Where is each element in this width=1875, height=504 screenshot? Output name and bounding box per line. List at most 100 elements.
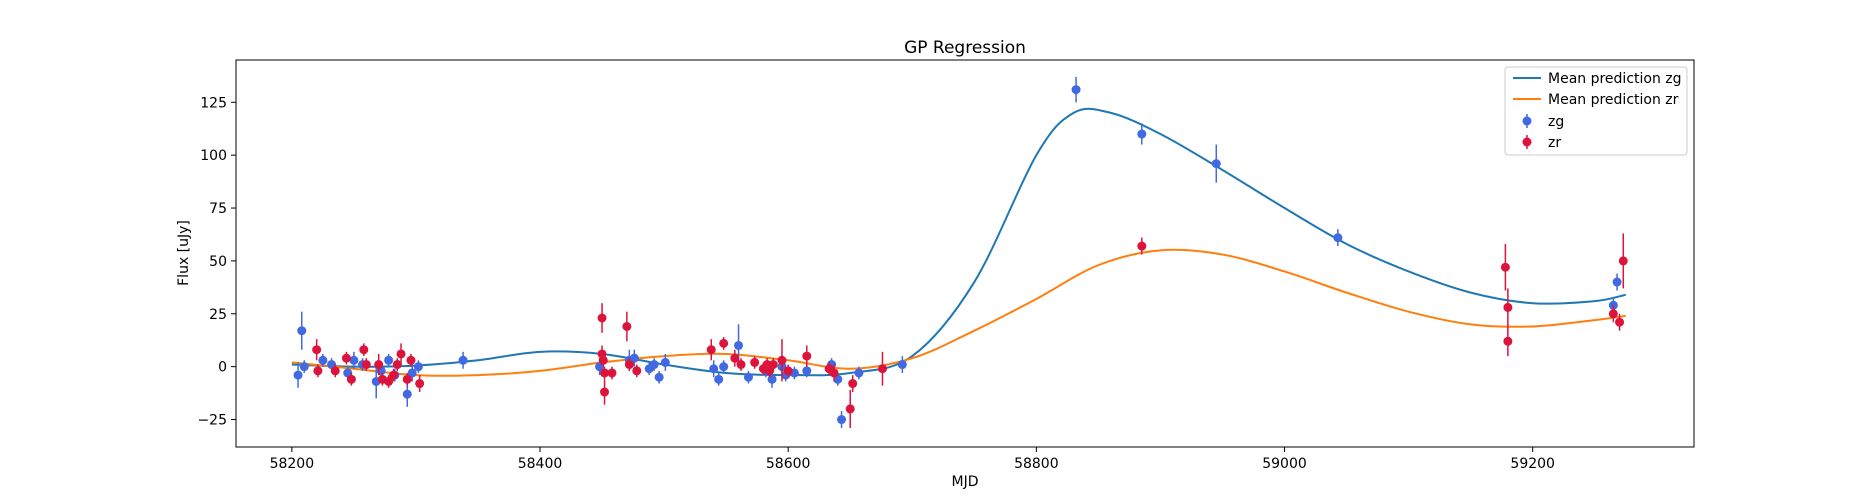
zr-marker (597, 313, 607, 323)
zr-marker (402, 374, 412, 384)
zr-marker (406, 355, 416, 365)
zr-marker (312, 345, 322, 355)
zr-data-point (384, 375, 394, 388)
zg-marker (719, 362, 729, 372)
zg-marker (1612, 277, 1622, 287)
zr-marker (330, 366, 340, 376)
y-tick-label: 0 (218, 360, 227, 376)
zr-data-point (1503, 326, 1513, 357)
zr-data-point (341, 351, 351, 365)
zr-data-point (330, 364, 340, 378)
zg-marker (654, 372, 664, 382)
axes-layer: 58200 58400 58600 58800 59000 59200 −25 0 25 50 75… (197, 95, 1555, 472)
zg-marker (299, 362, 309, 372)
zg-data-point (293, 362, 303, 388)
zg-data-point (384, 353, 394, 367)
zg-marker (837, 415, 847, 425)
zg-marker (1137, 129, 1147, 139)
x-tick-label: 59000 (1262, 456, 1307, 472)
zr-data-point (1137, 237, 1147, 255)
zr-data-point (777, 339, 787, 382)
zg-marker (1071, 85, 1081, 95)
zr-data-point (359, 343, 369, 357)
zr-marker (1137, 241, 1147, 251)
zr-marker (1618, 256, 1628, 266)
zr-data-point (396, 343, 406, 365)
zg-data-point (297, 311, 307, 350)
zg-data-point (349, 351, 359, 369)
zg-marker (709, 364, 719, 374)
zr-data-point (402, 372, 412, 386)
data-layer (291, 76, 1628, 428)
zg-marker (458, 355, 468, 365)
zr-data-point (600, 379, 610, 405)
zr-data-point (361, 358, 371, 371)
x-tick-label: 58400 (518, 456, 563, 472)
zr-marker (1608, 309, 1618, 319)
zr-marker (1500, 262, 1510, 272)
zr-data-point (848, 375, 858, 393)
zr-data-point (829, 364, 839, 382)
zr-marker (1503, 302, 1513, 312)
mean-prediction-zg-line (291, 107, 1626, 377)
zr-marker (1503, 336, 1513, 346)
zg-marker (318, 355, 328, 365)
zr-marker (719, 338, 729, 348)
zr-marker (346, 374, 356, 384)
zg-marker (649, 360, 659, 370)
zg-data-point (649, 358, 659, 371)
zg-data-point (1071, 76, 1081, 103)
x-tick-label: 58600 (766, 456, 811, 472)
x-axis-label: MJD (952, 474, 979, 490)
zr-marker (392, 360, 402, 370)
legend-swatch-zr-marker (1522, 137, 1532, 147)
zg-data-point (1211, 144, 1221, 183)
plot-frame (235, 59, 1695, 448)
zg-data-point (1612, 273, 1622, 291)
zr-marker (750, 357, 760, 367)
y-tick-label: 50 (209, 254, 227, 270)
zr-marker (730, 353, 740, 363)
zr-marker (396, 349, 406, 359)
zr-data-point (392, 358, 402, 371)
legend-label-zg: zg (1548, 114, 1564, 130)
zr-data-point (313, 364, 323, 378)
zr-data-point (1608, 305, 1618, 323)
zr-marker (313, 366, 323, 376)
y-tick-label: 25 (209, 307, 227, 323)
zr-marker (607, 368, 617, 378)
zr-data-point (736, 358, 746, 371)
zr-marker (777, 355, 787, 365)
zr-data-point (600, 366, 610, 380)
zr-data-point (877, 351, 887, 386)
zg-data-point (854, 366, 864, 380)
zr-marker (598, 355, 608, 365)
zr-marker (783, 366, 793, 376)
zr-marker (384, 376, 394, 386)
zg-marker (297, 326, 307, 336)
zr-data-point (1500, 243, 1510, 291)
zr-data-point (312, 339, 322, 361)
y-tick-label: 75 (209, 201, 227, 217)
zr-marker (829, 368, 839, 378)
y-axis-label: Flux [uJy] (176, 220, 192, 286)
zg-marker (734, 340, 744, 350)
legend-label-zr-line: Mean prediction zr (1548, 92, 1679, 108)
zr-data-point (597, 303, 607, 333)
zg-data-point (660, 353, 670, 371)
zg-data-point (318, 353, 328, 367)
y-tick-label: 100 (200, 148, 227, 164)
zg-marker (413, 362, 423, 372)
zg-marker (897, 360, 907, 370)
zr-marker (802, 351, 812, 361)
zr-data-point (632, 364, 642, 378)
zr-marker (622, 321, 632, 331)
zr-data-point (845, 389, 855, 428)
zg-data-point (719, 360, 729, 373)
zg-data-point (743, 370, 753, 384)
mean-prediction-zr-line (291, 248, 1626, 377)
zg-marker (1333, 233, 1343, 243)
zr-data-point (624, 358, 634, 371)
